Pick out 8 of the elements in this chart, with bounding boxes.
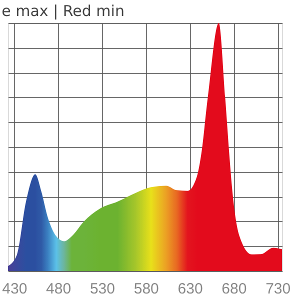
x-tick-label: 480 [46, 280, 72, 298]
x-tick-label: 680 [222, 280, 247, 298]
x-tick-label: 430 [2, 280, 28, 298]
x-tick-label: 530 [90, 280, 115, 298]
x-tick-label: 630 [178, 280, 203, 298]
chart-title: e max | Red min [2, 2, 124, 20]
x-tick-label: 580 [134, 280, 159, 298]
x-tick-label: 730 [266, 280, 291, 298]
